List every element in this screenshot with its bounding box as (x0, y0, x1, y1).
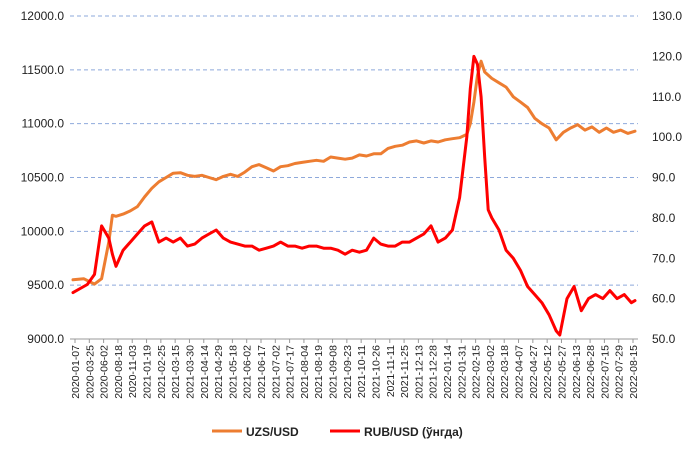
x-tick-label: 2022-01-31 (456, 345, 468, 399)
x-tick-label: 2021-12-28 (428, 345, 440, 399)
x-tick-label: 2022-03-02 (485, 345, 497, 399)
legend: UZS/USD RUB/USD (ўнгда) (212, 425, 463, 439)
left-tick-label: 9000.0 (27, 332, 64, 346)
left-tick-label: 9500.0 (27, 278, 64, 292)
right-tick-label: 130.0 (652, 9, 682, 23)
x-tick-label: 2020-11-03 (127, 345, 139, 398)
legend-item-rub: RUB/USD (ўнгда) (330, 425, 463, 439)
x-tick-label: 2021-08-04 (299, 345, 311, 399)
x-tick-label: 2022-04-27 (528, 345, 540, 399)
right-axis-tick-labels: 50.0 60.0 70.0 80.0 90.0 100.0 110.0 120.0 130.0 (652, 9, 682, 346)
x-tick-label: 2021-03-15 (170, 345, 182, 399)
x-tick-label: 2021-10-11 (356, 345, 368, 398)
right-tick-label: 110.0 (652, 90, 681, 104)
gridlines (70, 15, 638, 286)
left-axis-tick-labels: 9000.0 9500.0 10000.0 10500.0 11000.0 11500.0… (21, 9, 65, 346)
x-tick-label: 2021-06-17 (256, 345, 268, 399)
uzs-usd-line (71, 59, 637, 286)
x-tick-label: 2021-12-13 (413, 345, 425, 399)
left-tick-label: 10000.0 (21, 224, 65, 238)
x-tick-label: 2022-07-15 (599, 345, 611, 399)
right-tick-label: 70.0 (652, 251, 676, 265)
x-tick-label: 2022-06-28 (585, 345, 597, 399)
right-tick-label: 90.0 (652, 171, 676, 185)
x-tick-label: 2022-02-15 (471, 345, 483, 399)
rub-usd-line (71, 54, 637, 337)
x-tick-label: 2021-10-26 (370, 345, 382, 399)
x-tick-label: 2021-04-29 (213, 345, 225, 399)
x-tick-label: 2020-06-02 (99, 345, 111, 399)
x-axis-tick-labels: 2020-01-07 2020-03-25 2020-06-02 2020-08-18… (70, 345, 640, 399)
x-tick-label: 2020-01-07 (70, 345, 82, 399)
x-tick-label: 2021-08-19 (313, 345, 325, 399)
x-tick-label: 2022-03-18 (499, 345, 511, 399)
x-tick-label: 2022-05-27 (556, 345, 568, 399)
x-tick-label: 2021-06-02 (242, 345, 254, 399)
right-tick-label: 60.0 (652, 292, 676, 306)
x-tick-label: 2020-03-25 (84, 345, 96, 399)
x-tick-label: 2021-09-08 (328, 345, 340, 399)
left-tick-label: 12000.0 (21, 9, 65, 23)
x-tick-label: 2022-01-14 (442, 345, 454, 399)
legend-item-uzs: UZS/USD (212, 425, 299, 439)
series-lines (71, 54, 637, 337)
right-tick-label: 80.0 (652, 211, 676, 225)
legend-label-rub: RUB/USD (ўнгда) (364, 425, 463, 439)
x-tick-label: 2021-07-02 (270, 345, 282, 399)
x-tick-label: 2021-11-11 (385, 345, 397, 397)
left-tick-label: 10500.0 (21, 171, 65, 185)
x-tick-label: 2021-01-19 (142, 345, 154, 399)
right-tick-label: 120.0 (652, 49, 682, 63)
x-axis (70, 338, 638, 343)
x-tick-label: 2022-07-29 (614, 345, 626, 399)
x-tick-label: 2021-07-17 (285, 345, 297, 399)
left-tick-label: 11500.0 (22, 63, 65, 77)
x-tick-label: 2021-09-23 (342, 345, 354, 399)
x-tick-label: 2020-08-18 (113, 345, 125, 399)
x-tick-label: 2021-11-25 (399, 345, 411, 398)
x-tick-label: 2021-03-30 (184, 345, 196, 399)
right-tick-label: 100.0 (652, 130, 682, 144)
x-tick-label: 2021-02-25 (156, 345, 168, 399)
x-tick-label: 2022-05-12 (542, 345, 554, 399)
x-tick-label: 2022-04-07 (514, 345, 526, 399)
x-tick-label: 2022-06-13 (571, 345, 583, 399)
x-tick-label: 2021-05-18 (227, 345, 239, 399)
legend-label-uzs: UZS/USD (246, 425, 299, 439)
right-tick-label: 50.0 (652, 332, 676, 346)
left-tick-label: 11000.0 (22, 117, 65, 131)
x-tick-label: 2022-08-15 (628, 345, 640, 399)
x-tick-label: 2021-04-14 (199, 345, 211, 399)
